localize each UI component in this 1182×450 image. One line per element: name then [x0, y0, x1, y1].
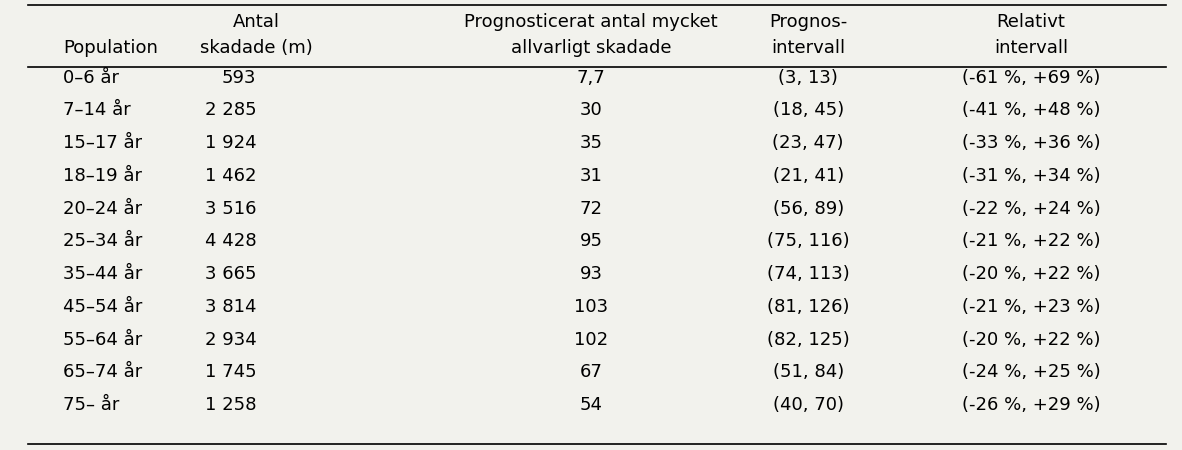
Text: 1 745: 1 745: [204, 363, 256, 381]
Text: 67: 67: [579, 363, 603, 381]
Text: 93: 93: [579, 265, 603, 283]
Text: 3 665: 3 665: [204, 265, 256, 283]
Text: (-21 %, +22 %): (-21 %, +22 %): [962, 232, 1100, 250]
Text: 2 934: 2 934: [204, 330, 256, 348]
Text: (40, 70): (40, 70): [773, 396, 844, 414]
Text: (75, 116): (75, 116): [767, 232, 850, 250]
Text: (3, 13): (3, 13): [778, 69, 838, 87]
Text: (51, 84): (51, 84): [773, 363, 844, 381]
Text: (-24 %, +25 %): (-24 %, +25 %): [962, 363, 1100, 381]
Text: 2 285: 2 285: [204, 102, 256, 120]
Text: (23, 47): (23, 47): [772, 134, 844, 152]
Text: 45–54 år: 45–54 år: [63, 298, 142, 316]
Text: (56, 89): (56, 89): [773, 200, 844, 218]
Text: (81, 126): (81, 126): [767, 298, 850, 316]
Text: 4 428: 4 428: [204, 232, 256, 250]
Text: 7,7: 7,7: [577, 69, 605, 87]
Text: 1 924: 1 924: [204, 134, 256, 152]
Text: 95: 95: [579, 232, 603, 250]
Text: 31: 31: [579, 167, 603, 185]
Text: 54: 54: [579, 396, 603, 414]
Text: 103: 103: [574, 298, 608, 316]
Text: 1 258: 1 258: [204, 396, 256, 414]
Text: (-21 %, +23 %): (-21 %, +23 %): [962, 298, 1100, 316]
Text: 75– år: 75– år: [63, 396, 119, 414]
Text: 72: 72: [579, 200, 603, 218]
Text: 7–14 år: 7–14 år: [63, 102, 130, 120]
Text: 35: 35: [579, 134, 603, 152]
Text: 35–44 år: 35–44 år: [63, 265, 142, 283]
Text: (18, 45): (18, 45): [773, 102, 844, 120]
Text: Prognosticerat antal mycket: Prognosticerat antal mycket: [465, 13, 717, 31]
Text: skadade (m): skadade (m): [200, 39, 313, 57]
Text: 593: 593: [222, 69, 256, 87]
Text: (82, 125): (82, 125): [767, 330, 850, 348]
Text: Relativt: Relativt: [996, 13, 1065, 31]
Text: (-22 %, +24 %): (-22 %, +24 %): [962, 200, 1100, 218]
Text: intervall: intervall: [994, 39, 1069, 57]
Text: (-41 %, +48 %): (-41 %, +48 %): [962, 102, 1100, 120]
Text: (-61 %, +69 %): (-61 %, +69 %): [962, 69, 1100, 87]
Text: 1 462: 1 462: [204, 167, 256, 185]
Text: intervall: intervall: [771, 39, 845, 57]
Text: (74, 113): (74, 113): [767, 265, 850, 283]
Text: 3 814: 3 814: [204, 298, 256, 316]
Text: (21, 41): (21, 41): [773, 167, 844, 185]
Text: 20–24 år: 20–24 år: [63, 200, 142, 218]
Text: (-20 %, +22 %): (-20 %, +22 %): [962, 265, 1100, 283]
Text: (-33 %, +36 %): (-33 %, +36 %): [962, 134, 1100, 152]
Text: 55–64 år: 55–64 år: [63, 330, 142, 348]
Text: 15–17 år: 15–17 år: [63, 134, 142, 152]
Text: 102: 102: [574, 330, 608, 348]
Text: 18–19 år: 18–19 år: [63, 167, 142, 185]
Text: 65–74 år: 65–74 år: [63, 363, 142, 381]
Text: (-31 %, +34 %): (-31 %, +34 %): [962, 167, 1100, 185]
Text: allvarligt skadade: allvarligt skadade: [511, 39, 671, 57]
Text: (-20 %, +22 %): (-20 %, +22 %): [962, 330, 1100, 348]
Text: Population: Population: [63, 39, 157, 57]
Text: 25–34 år: 25–34 år: [63, 232, 142, 250]
Text: (-26 %, +29 %): (-26 %, +29 %): [962, 396, 1100, 414]
Text: Prognos-: Prognos-: [769, 13, 847, 31]
Text: 3 516: 3 516: [204, 200, 256, 218]
Text: 0–6 år: 0–6 år: [63, 69, 119, 87]
Text: Antal: Antal: [233, 13, 280, 31]
Text: 30: 30: [579, 102, 603, 120]
